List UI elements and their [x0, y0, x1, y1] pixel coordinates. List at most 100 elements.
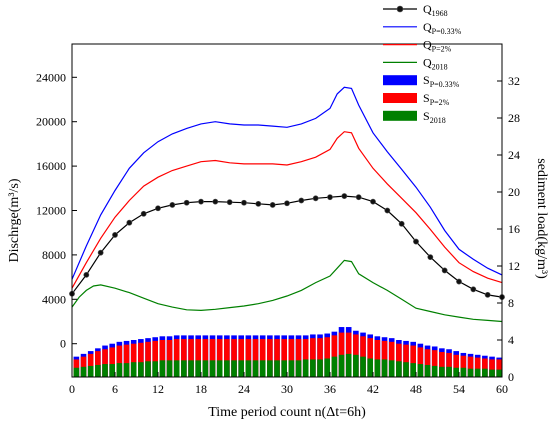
bar-S2018-2: [80, 366, 87, 377]
x-axis-label: Time period count n(Δt=6h): [208, 405, 366, 420]
bar-SP2-11: [145, 341, 151, 377]
bar-S2018-58: [482, 368, 488, 377]
x-tick-label: 42: [367, 382, 379, 396]
bar-S2018-56: [467, 368, 474, 377]
y-right-tick-label: 16: [508, 222, 520, 236]
bar-SP2-32: [295, 339, 302, 377]
y-left-tick-label: 8000: [42, 248, 66, 262]
bar-SP2-51: [431, 350, 438, 377]
bar-S2018-57: [474, 368, 481, 377]
x-tick-label: 6: [112, 382, 118, 396]
y-right-tick-label: 32: [508, 74, 520, 88]
point-Q1968-28: [269, 202, 276, 208]
point-Q1968-34: [312, 195, 319, 202]
bar-S2018-43: [374, 359, 381, 377]
bar-S2018-9: [130, 362, 137, 377]
bar-SP2-47: [403, 344, 409, 377]
y-left-tick-label: 20000: [36, 115, 66, 129]
point-Q1968-40: [355, 194, 362, 201]
bar-SP2-5: [102, 349, 108, 377]
axis-ticks: 0 6 12 18 24 30 36 42 48 54 6004000800012000160002…: [36, 70, 520, 396]
bar-S2018-7: [116, 363, 123, 377]
point-Q1968-12: [155, 205, 161, 212]
point-Q1968-26: [255, 200, 262, 207]
bar-SP2-60: [496, 359, 502, 377]
bar-SP2-46: [396, 343, 402, 377]
bar-SP2-15: [173, 339, 180, 377]
bar-S2018-53: [446, 366, 452, 377]
bar-S2018-55: [460, 367, 467, 377]
y-right-tick-label: 4: [508, 333, 514, 347]
bar-S2018-25: [245, 360, 252, 377]
bar-S2018-26: [252, 360, 259, 377]
discharge-lines: [69, 86, 505, 323]
point-Q1968-58: [484, 291, 491, 298]
bar-S2018-50: [424, 364, 431, 377]
bar-SP2-31: [288, 339, 295, 377]
legend-QP2-label: QP=2%: [423, 38, 452, 54]
bar-S2018-54: [453, 367, 459, 377]
point-Q1968-48: [413, 238, 419, 245]
x-tick-label: 36: [324, 382, 336, 396]
bar-SP2-20: [209, 339, 216, 377]
point-Q1968-14: [169, 202, 176, 208]
bar-S2018-19: [202, 360, 209, 377]
bar-SP2-23: [231, 339, 237, 377]
point-Q1968-22: [226, 199, 233, 206]
bar-S2018-18: [195, 360, 201, 377]
bar-S2018-22: [224, 360, 230, 377]
legend-QP033-label: QP=0.33%: [423, 20, 462, 36]
bar-SP2-54: [453, 354, 459, 377]
point-Q1968-4: [97, 249, 104, 256]
point-Q1968-38: [341, 193, 348, 199]
bar-SP2-35: [317, 338, 323, 377]
point-Q1968-24: [241, 199, 247, 206]
point-Q1968-56: [470, 286, 477, 293]
y-left-tick-label: 16000: [36, 159, 66, 173]
y-axis-left-label: Dischrge(m³/s): [7, 178, 22, 262]
y-left-tick-label: 12000: [36, 204, 66, 218]
legend-SP033-swatch: [383, 75, 417, 86]
legend-Q1968-marker: [396, 5, 404, 13]
point-Q1968-8: [126, 219, 133, 226]
bar-SP2-59: [489, 359, 495, 377]
bar-SP2-12: [152, 340, 158, 377]
bar-SP2-14: [166, 340, 173, 377]
bar-SP2-56: [467, 356, 474, 377]
bar-S2018-37: [331, 356, 338, 377]
y-axis-right-label: sediment load(kg/m³): [534, 158, 549, 279]
x-tick-label: 54: [453, 382, 465, 396]
y-left-tick-label: 24000: [36, 70, 66, 84]
legend: Q1968 QP=0.33% QP=2%Q2018 SP=0.33% SP=2% S201…: [383, 2, 462, 125]
bar-SP2-53: [446, 352, 452, 377]
bar-S2018-20: [209, 360, 216, 377]
x-tick-label: 12: [152, 382, 164, 396]
bar-SP2-28: [267, 339, 273, 377]
bar-SP2-45: [388, 341, 395, 377]
bar-S2018-24: [238, 360, 244, 377]
bar-S2018-49: [417, 364, 424, 377]
bar-S2018-12: [152, 361, 158, 377]
bar-SP2-48: [410, 345, 416, 377]
x-tick-label: 18: [195, 382, 207, 396]
point-Q1968-44: [384, 207, 391, 214]
line-QP033: [71, 86, 503, 280]
bar-S2018-8: [123, 363, 130, 377]
point-Q1968-16: [183, 199, 190, 206]
legend-SP033-label: SP=0.33%: [423, 73, 460, 89]
y-right-tick-label: 0: [508, 370, 514, 384]
bar-SP2-49: [417, 347, 424, 377]
bar-S2018-38: [338, 354, 345, 377]
y-left-tick-label: 0: [60, 337, 66, 351]
bar-SP2-43: [374, 340, 381, 377]
bar-SP2-7: [116, 345, 123, 377]
bar-SP2-37: [331, 335, 338, 377]
bar-S2018-15: [173, 360, 180, 377]
point-Q1968-10: [140, 210, 147, 217]
legend-SP2-swatch: [383, 93, 417, 103]
bar-S2018-17: [188, 360, 194, 377]
line-Q2018: [71, 259, 503, 323]
bar-S2018-34: [310, 359, 316, 377]
bar-SP2-17: [188, 339, 194, 377]
bar-S2018-23: [231, 360, 237, 377]
